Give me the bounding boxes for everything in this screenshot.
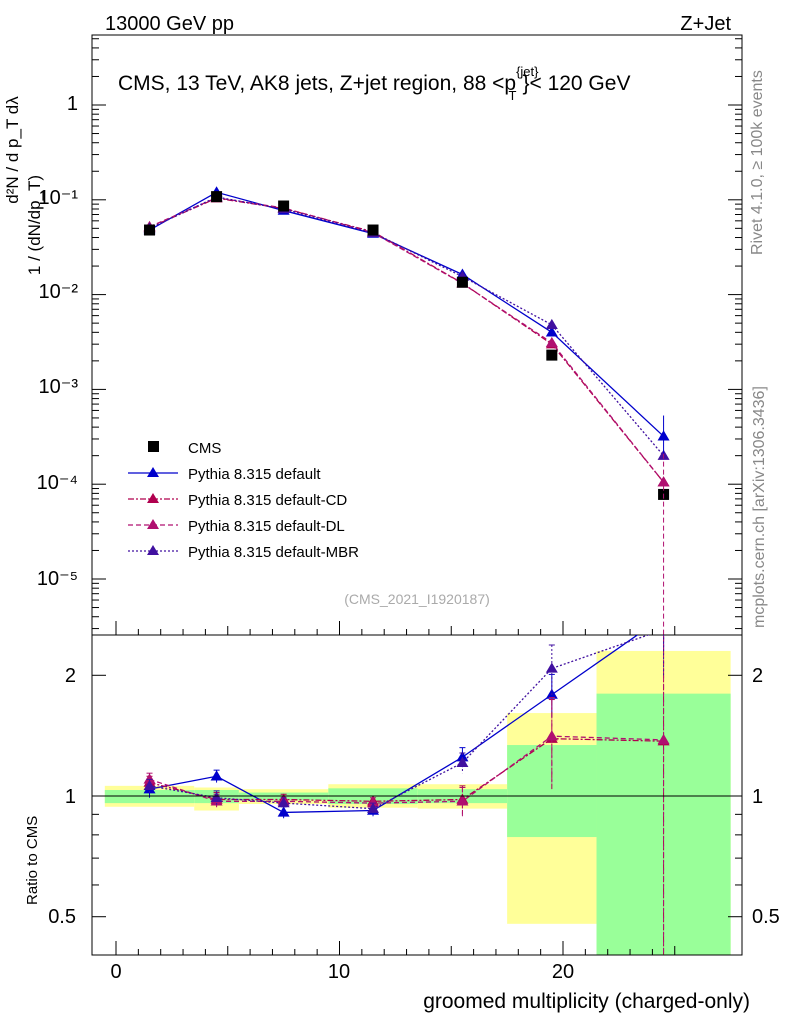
header-right: Z+Jet xyxy=(680,13,731,35)
series-line xyxy=(149,191,665,437)
ratio-tick-label-right: 1 xyxy=(752,786,763,808)
series-point xyxy=(545,336,558,348)
legend-marker-cms xyxy=(148,441,159,452)
series-line xyxy=(149,196,665,457)
legend-label: Pythia 8.315 default-DL xyxy=(188,518,345,535)
y-axis-title: d²N / d p_T dλ 1 / (dN/dp_T) xyxy=(3,96,44,275)
ratio-tick-label: 2 xyxy=(65,665,76,687)
series-line xyxy=(149,197,665,483)
y-tick-label: 10⁻² xyxy=(39,281,79,303)
series-line xyxy=(149,197,665,483)
y-tick-label: 10⁻⁵ xyxy=(37,568,78,590)
plot-title: CMS, 13 TeV, AK8 jets, Z+jet region, 88 … xyxy=(118,64,630,103)
mcplots-label: mcplots.cern.ch [arXiv:1306.3436] xyxy=(751,386,768,628)
ratio-series xyxy=(143,635,670,955)
plot-title-main: CMS, 13 TeV, AK8 jets, Z+jet region, 88 … xyxy=(118,72,516,95)
ratio-tick-label: 0.5 xyxy=(48,906,76,928)
ratio-point xyxy=(143,779,156,791)
ratio-point xyxy=(456,756,469,768)
cms-point xyxy=(546,349,558,361)
y-tick-label: 10⁻¹ xyxy=(39,187,79,209)
legend-marker-cd xyxy=(147,493,159,503)
ratio-point xyxy=(367,802,380,813)
cms-point xyxy=(211,191,223,203)
main-series xyxy=(143,186,670,635)
legend-label: Pythia 8.315 default xyxy=(188,466,321,483)
series-point xyxy=(545,318,558,330)
rivet-label: Rivet 4.1.0, ≥ 100k events xyxy=(749,70,766,255)
x-tick-label: 20 xyxy=(552,961,574,983)
ratio-point xyxy=(143,773,156,784)
x-tick-label: 0 xyxy=(110,961,121,983)
y-tick-label: 10⁻⁴ xyxy=(37,472,78,494)
header-left: 13000 GeV pp xyxy=(105,13,234,35)
x-axis-title: groomed multiplicity (charged-only) xyxy=(423,990,750,1013)
legend-label: Pythia 8.315 default-MBR xyxy=(188,544,359,561)
legend-marker-default xyxy=(147,467,159,477)
plot-title-sup: {jet} xyxy=(516,64,539,79)
cms-point xyxy=(456,276,468,288)
cms-point xyxy=(367,224,379,236)
ratio-point xyxy=(456,751,469,762)
plot-title-end: }< 120 GeV xyxy=(522,72,630,95)
ratio-tick-label-right: 0.5 xyxy=(752,906,780,928)
legend-label: Pythia 8.315 default-CD xyxy=(188,492,347,509)
axis-ticks xyxy=(92,38,742,955)
ratio-point xyxy=(210,770,223,781)
ratio-point xyxy=(367,797,380,808)
legend-label: CMS xyxy=(188,440,221,457)
legend-marker-dl xyxy=(147,519,159,529)
ratio-point xyxy=(277,806,290,817)
cms-point xyxy=(278,200,290,212)
series-point xyxy=(545,326,558,337)
y-tick-label: 1 xyxy=(67,93,78,115)
x-tick-label: 10 xyxy=(328,961,350,983)
ratio-point xyxy=(277,797,290,808)
ratio-point xyxy=(657,733,670,745)
plot-title-sub: T xyxy=(509,88,517,103)
legend: CMS Pythia 8.315 default Pythia 8.315 de… xyxy=(128,440,359,561)
ratio-frame xyxy=(91,634,743,956)
cms-point xyxy=(144,224,156,236)
y-axis-title-top: d²N / d p_T dλ xyxy=(3,96,22,204)
ratio-axis-title: Ratio to CMS xyxy=(24,816,41,905)
ratio-tick-label-right: 2 xyxy=(752,665,763,687)
legend-marker-mbr xyxy=(147,545,159,555)
uncertainty-bands xyxy=(104,650,731,955)
y-axis-title-bottom: 1 / (dN/dp_T) xyxy=(25,175,44,275)
ratio-point xyxy=(456,795,469,806)
y-tick-label: 10⁻³ xyxy=(39,376,79,398)
ratio-point xyxy=(545,730,558,741)
ratio-tick-label: 1 xyxy=(65,786,76,808)
ratio-point xyxy=(545,662,558,673)
ratio-point xyxy=(210,791,223,802)
analysis-id: (CMS_2021_I1920187) xyxy=(344,591,490,607)
